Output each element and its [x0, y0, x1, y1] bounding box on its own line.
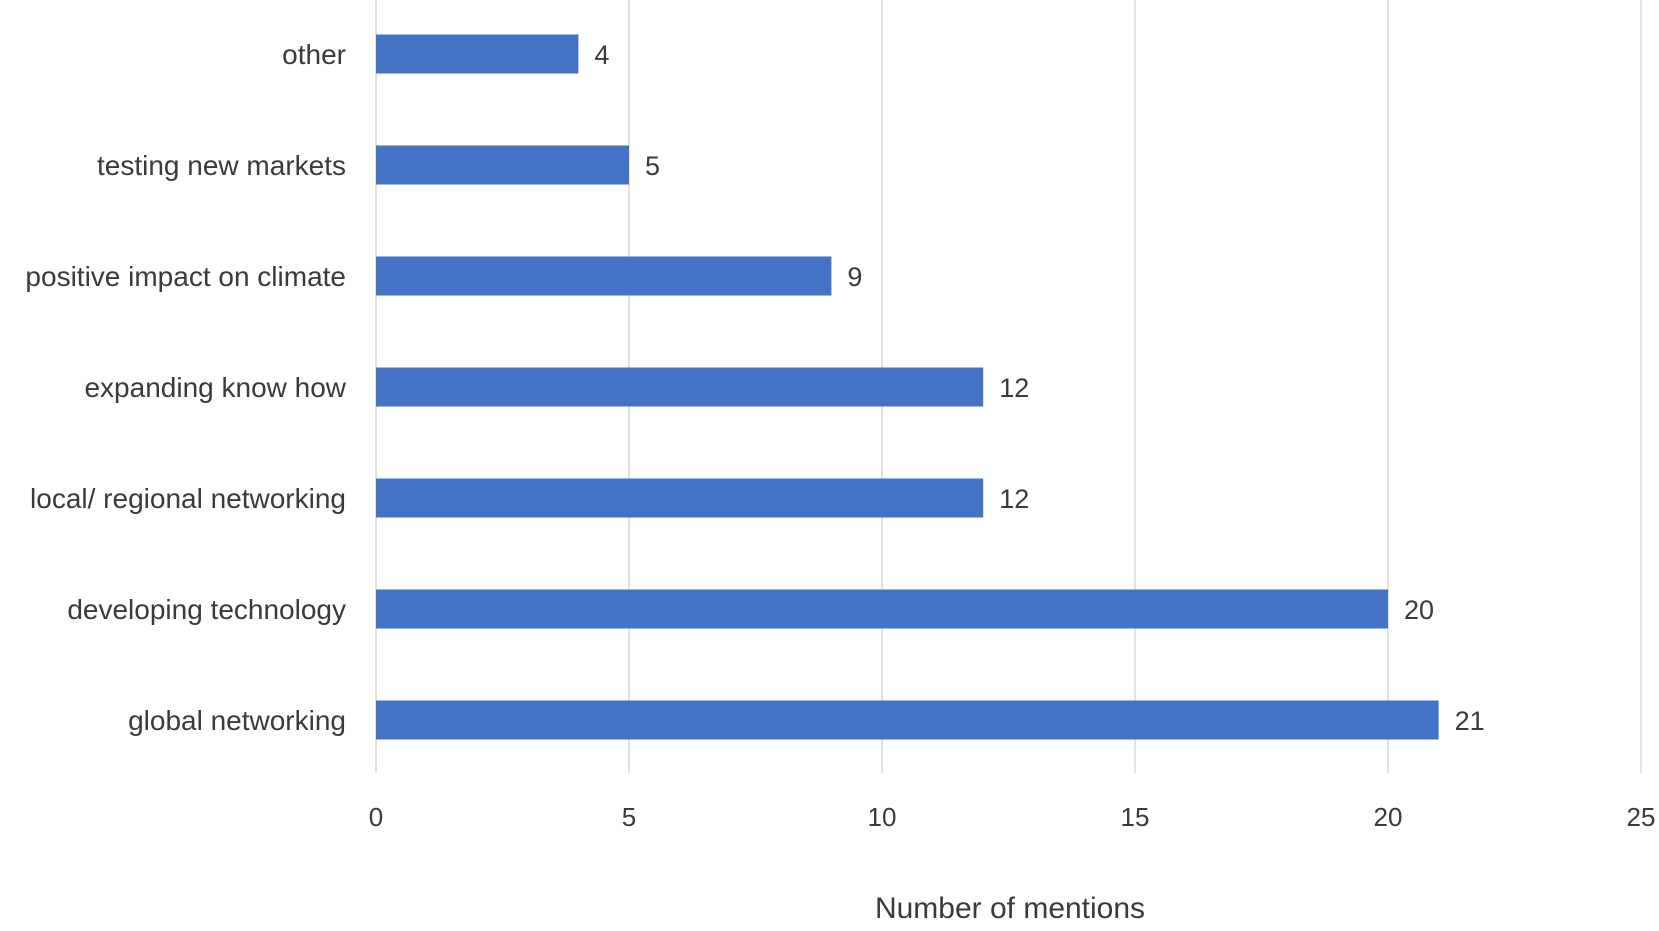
category-label: testing new markets	[97, 150, 346, 181]
bars	[376, 34, 1439, 740]
x-tick-label: 0	[369, 802, 383, 832]
category-label: local/ regional networking	[30, 483, 346, 514]
category-label: expanding know how	[84, 372, 346, 403]
x-tick-label: 25	[1627, 802, 1656, 832]
data-label: 20	[1404, 595, 1434, 625]
category-label: other	[282, 39, 346, 70]
x-tick-label: 5	[622, 802, 636, 832]
x-tick-label: 10	[868, 802, 897, 832]
bar	[376, 367, 984, 407]
data-label: 12	[999, 484, 1029, 514]
bar	[376, 34, 579, 74]
x-tick-label: 20	[1374, 802, 1403, 832]
x-tick-label: 15	[1121, 802, 1150, 832]
data-label: 5	[645, 151, 660, 181]
data-label: 9	[847, 262, 862, 292]
category-label: developing technology	[67, 594, 346, 625]
bar	[376, 589, 1388, 629]
bar	[376, 256, 832, 296]
bar	[376, 145, 629, 185]
x-tick-labels: 0 5 10 15 20 25	[369, 802, 1656, 832]
category-label: positive impact on climate	[25, 261, 346, 292]
data-label: 4	[594, 40, 609, 70]
data-label: 21	[1455, 706, 1485, 736]
bar	[376, 700, 1439, 740]
value-labels: 4 5 9 12 12 20 21	[594, 40, 1484, 736]
x-axis-title: Number of mentions	[875, 892, 1145, 925]
bar	[376, 478, 984, 518]
category-labels: other testing new markets positive impact …	[25, 39, 346, 736]
data-label: 12	[999, 373, 1029, 403]
category-label: global networking	[128, 705, 346, 736]
